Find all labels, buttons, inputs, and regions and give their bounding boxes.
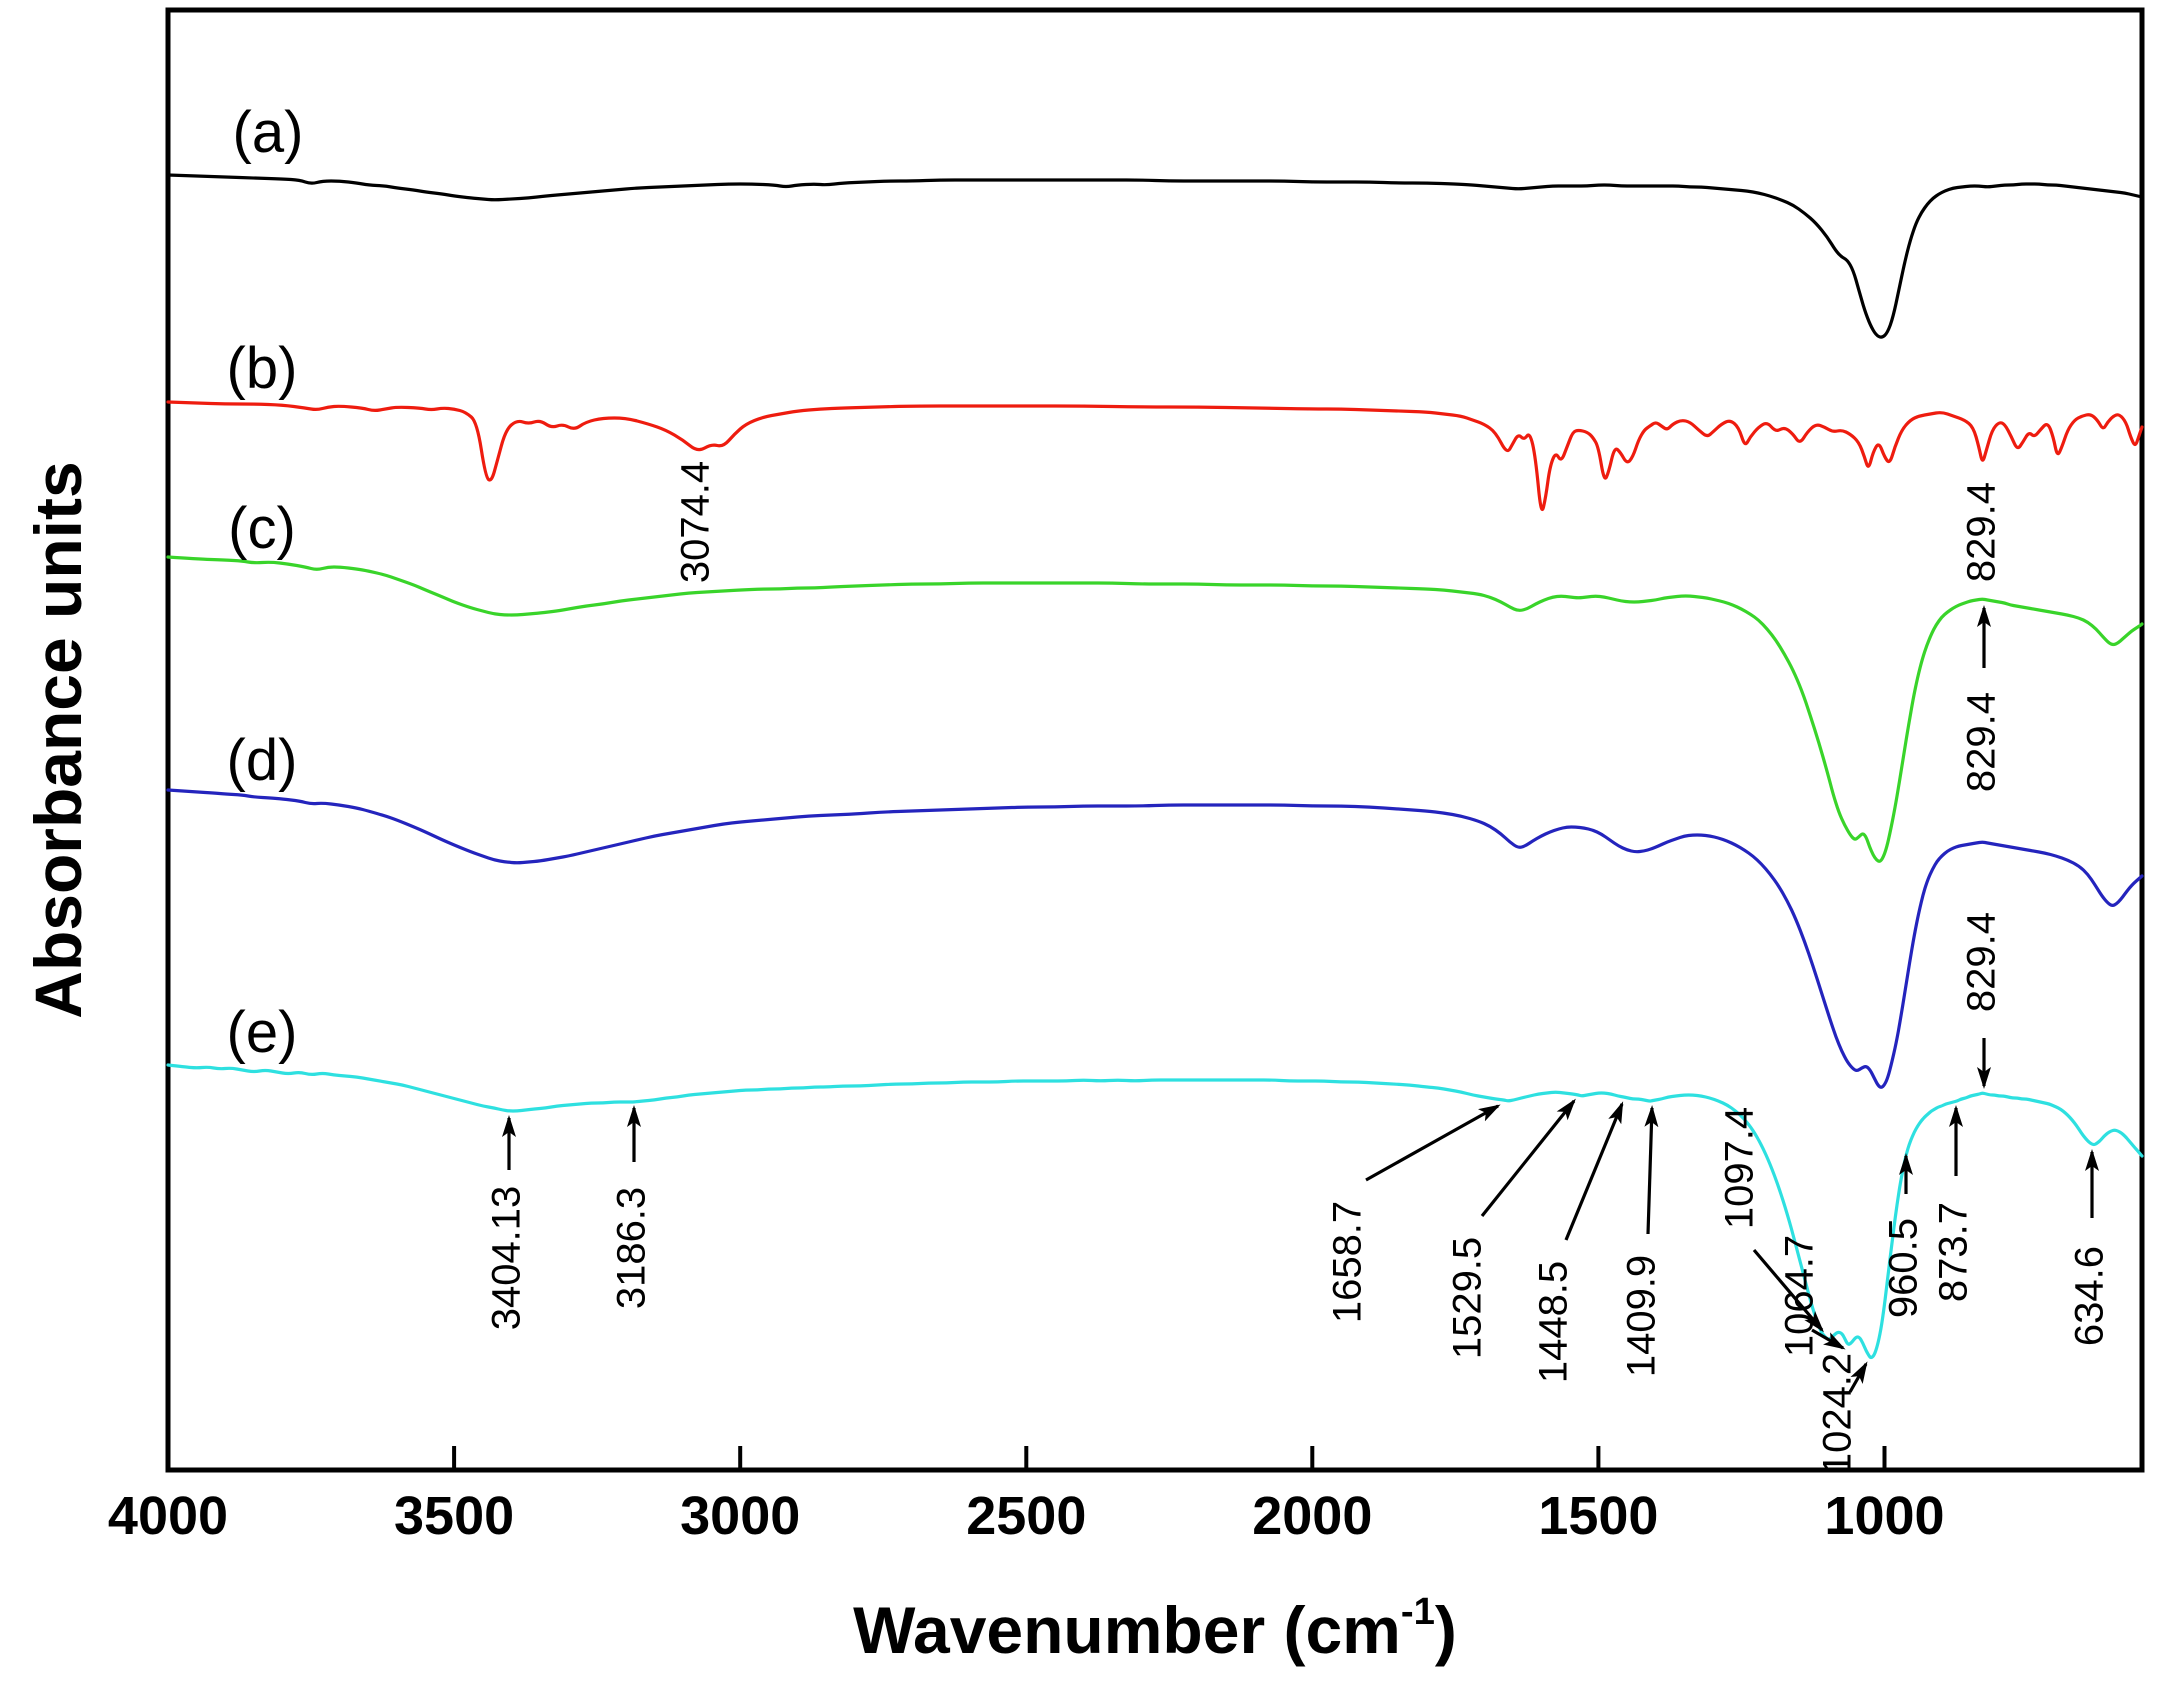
- peak-label-1024.2: 1024.2: [1816, 1353, 1860, 1475]
- peak-arrow-1409.9: [1644, 1105, 1659, 1235]
- x-axis-title-close: ): [1434, 1593, 1457, 1667]
- peak-arrow-1529.5: [1480, 1098, 1576, 1217]
- peak-label-1448.5: 1448.5: [1532, 1261, 1576, 1383]
- peak-label-960.5: 960.5: [1882, 1218, 1926, 1318]
- peak-arrow-1658.7: [1365, 1104, 1501, 1182]
- peak-label-1097.4: 1097.4: [1718, 1107, 1762, 1229]
- peak-label-873.7: 873.7: [1932, 1202, 1976, 1302]
- plot-frame: [165, 7, 2145, 1473]
- spectrum-a: [166, 173, 2144, 339]
- series-label-e: (e): [227, 1000, 298, 1065]
- peak-arrow-1097.4: [1752, 1248, 1824, 1333]
- x-axis-title-superscript: -1: [1400, 1590, 1435, 1634]
- spectrum-c: [166, 555, 2144, 863]
- spectrum-b: [166, 400, 2144, 512]
- peak-label-1529.5: 1529.5: [1446, 1237, 1490, 1359]
- x-tick-label: 3000: [680, 1486, 800, 1546]
- x-tick-label: 4000: [108, 1486, 228, 1546]
- peak-arrow-1448.5: [1564, 1101, 1624, 1241]
- peak-label-3186.3: 3186.3: [610, 1187, 654, 1309]
- peak-arrow-1064.7: [1811, 1328, 1846, 1350]
- peak-label-3404.13: 3404.13: [485, 1186, 529, 1331]
- peak-label-829.4: 829.4: [1960, 912, 2004, 1012]
- series-label-b: (b): [227, 336, 298, 401]
- peak-label-1064.7: 1064.7: [1778, 1235, 1822, 1357]
- peak-label-1409.9: 1409.9: [1620, 1255, 1664, 1377]
- peak-label-634.6: 634.6: [2068, 1246, 2112, 1346]
- series-label-d: (d): [227, 728, 298, 793]
- x-tick-label: 3500: [394, 1486, 514, 1546]
- x-tick-label: 1500: [1538, 1486, 1658, 1546]
- peak-label-829.4: 829.4: [1960, 692, 2004, 792]
- spectrum-d: [166, 788, 2144, 1089]
- x-tick-label: 1000: [1824, 1486, 1944, 1546]
- x-tick-label: 2500: [966, 1486, 1086, 1546]
- x-axis-title-text: Wavenumber (cm: [853, 1593, 1401, 1667]
- series-label-a: (a): [233, 100, 304, 165]
- peak-label-3074.4: 3074.4: [674, 461, 718, 583]
- x-tick-label: 2000: [1252, 1486, 1372, 1546]
- series-label-c: (c): [228, 496, 296, 561]
- peak-arrow-1024.2: [1848, 1361, 1868, 1393]
- x-axis-title: Wavenumber (cm-1): [853, 1590, 1457, 1668]
- peak-label-829.4: 829.4: [1960, 482, 2004, 582]
- y-axis-title: Absorbance units: [21, 461, 95, 1019]
- spectrum-e: [166, 1063, 2144, 1360]
- peak-label-1658.7: 1658.7: [1326, 1201, 1370, 1323]
